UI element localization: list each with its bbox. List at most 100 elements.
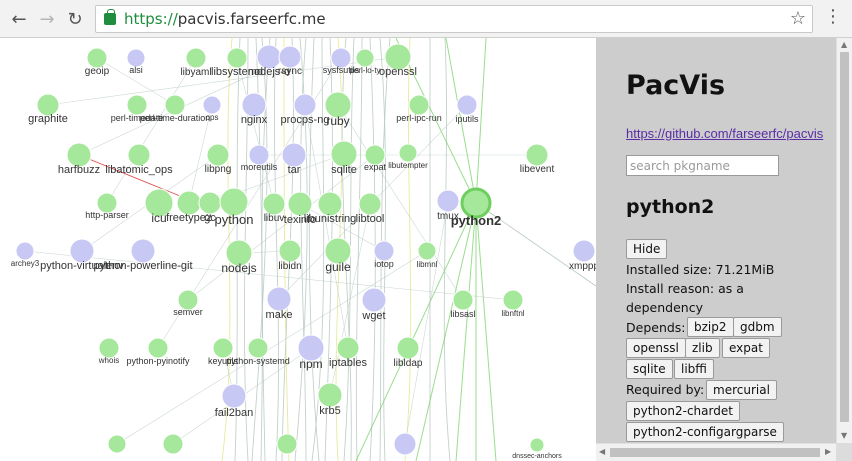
graph-node-circle[interactable]: [162, 433, 184, 455]
graph-node-circle[interactable]: [185, 47, 207, 69]
graph-node-circle[interactable]: [384, 43, 412, 71]
graph-node-circle[interactable]: [278, 45, 302, 69]
address-bar[interactable]: https://pacvis.farseerfc.me ☆: [95, 5, 813, 33]
graph-node-circle[interactable]: [177, 289, 199, 311]
graph-node-circle[interactable]: [225, 239, 253, 267]
graph-node-circle[interactable]: [393, 432, 417, 456]
graph-node[interactable]: icu: [144, 188, 174, 225]
graph-node-circle[interactable]: [126, 48, 146, 68]
graph-node[interactable]: python-systemd: [226, 337, 290, 366]
graph-node-circle[interactable]: [86, 47, 108, 69]
graph-node-circle[interactable]: [287, 191, 313, 217]
horizontal-scrollbar[interactable]: ◀ ▶: [596, 443, 836, 461]
scroll-down-icon[interactable]: ▼: [841, 431, 848, 440]
graph-node[interactable]: iputils: [455, 94, 479, 124]
graph-node[interactable]: python-virtualenv: [40, 238, 124, 272]
kebab-menu-icon[interactable]: ⋮: [824, 6, 842, 27]
vertical-scrollbar[interactable]: ▲ ▼: [836, 38, 852, 443]
graph-node[interactable]: libutempter: [388, 143, 428, 170]
graph-node[interactable]: fail2ban: [215, 383, 254, 419]
forward-button[interactable]: →: [34, 6, 60, 32]
graph-node-circle[interactable]: [144, 188, 174, 218]
graph-node[interactable]: python-powerline-git: [93, 238, 193, 272]
graph-node[interactable]: nodejs-d: [248, 44, 290, 78]
graph-node[interactable]: python-pyinotify: [126, 337, 190, 366]
graph-node-circle[interactable]: [202, 95, 222, 115]
graph-node[interactable]: iptables: [329, 336, 367, 369]
graph-node[interactable]: graphite: [28, 93, 68, 125]
graph-node[interactable]: libldap: [394, 336, 423, 369]
graph-node[interactable]: nodejs: [221, 239, 257, 275]
graph-node[interactable]: libsystemd: [211, 47, 263, 78]
depends-zlib-button[interactable]: zlib: [685, 338, 720, 358]
graph-node[interactable]: gc: [198, 191, 222, 224]
graph-node-circle[interactable]: [164, 94, 186, 116]
graph-node-circle[interactable]: [126, 94, 148, 116]
graph-node[interactable]: [107, 434, 127, 454]
graph-node-circle[interactable]: [317, 191, 343, 217]
graph-node-circle[interactable]: [525, 143, 549, 167]
graph-node-circle[interactable]: [330, 47, 352, 69]
bookmark-star-icon[interactable]: ☆: [789, 8, 806, 29]
dependency-graph[interactable]: geoip alsi libyaml libsystemd nodejs-d rsync s…: [0, 38, 596, 461]
graph-node[interactable]: python2: [451, 187, 502, 228]
required-by-python2-chardet-button[interactable]: python2-chardet: [626, 401, 740, 421]
graph-node[interactable]: [162, 433, 184, 455]
depends-expat-button[interactable]: expat: [722, 338, 770, 358]
graph-node-circle[interactable]: [330, 140, 358, 168]
graph-node[interactable]: wget: [361, 287, 387, 322]
graph-node[interactable]: libunistring: [304, 191, 357, 225]
graph-node[interactable]: dnssec-anchors: [512, 437, 562, 460]
scroll-up-icon[interactable]: ▲: [841, 40, 848, 49]
graph-node[interactable]: libatomic_ops: [105, 143, 173, 176]
graph-node[interactable]: perl-timedate: [111, 94, 164, 123]
graph-node[interactable]: ops: [202, 95, 222, 122]
graph-node-circle[interactable]: [456, 94, 478, 116]
graph-node-circle[interactable]: [297, 334, 325, 362]
graph-node[interactable]: libidn: [278, 239, 302, 272]
graph-node[interactable]: libuv: [262, 192, 286, 224]
scroll-right-icon[interactable]: ▶: [825, 447, 832, 456]
graph-node-circle[interactable]: [364, 144, 386, 166]
graph-node[interactable]: tar: [281, 142, 307, 176]
graph-node-circle[interactable]: [358, 192, 382, 216]
graph-node-circle[interactable]: [212, 337, 234, 359]
graph-node[interactable]: libpng: [205, 143, 232, 175]
hide-button[interactable]: Hide: [626, 239, 668, 259]
graph-node-circle[interactable]: [127, 143, 151, 167]
graph-node-circle[interactable]: [66, 142, 92, 168]
url-text[interactable]: https://pacvis.farseerfc.me: [124, 10, 326, 28]
graph-node-circle[interactable]: [278, 239, 302, 263]
graph-node[interactable]: perl-ipc-run: [396, 94, 442, 123]
reload-button[interactable]: ↻: [62, 6, 88, 32]
graph-node[interactable]: whois: [98, 337, 120, 365]
graph-node[interactable]: alsi: [126, 48, 146, 75]
graph-node-circle[interactable]: [396, 336, 420, 360]
graph-node-circle[interactable]: [324, 91, 352, 119]
graph-node-circle[interactable]: [502, 289, 524, 311]
graph-node[interactable]: libtool: [356, 192, 385, 225]
depends-gdbm-button[interactable]: gdbm: [733, 317, 782, 337]
graph-node-circle[interactable]: [98, 337, 120, 359]
graph-node-circle[interactable]: [324, 237, 352, 265]
graph-node[interactable]: texinfo: [284, 191, 316, 226]
graph-node-circle[interactable]: [96, 192, 118, 214]
graph-node[interactable]: krb5: [317, 382, 343, 417]
graph-node[interactable]: expat: [364, 144, 387, 172]
graph-node-circle[interactable]: [69, 238, 95, 264]
graph-node-circle[interactable]: [226, 47, 248, 69]
graph-node-circle[interactable]: [262, 192, 286, 216]
graph-node[interactable]: perl-lo-ty: [349, 48, 381, 75]
graph-node[interactable]: http-parser: [85, 192, 129, 220]
depends-bzip2-button[interactable]: bzip2: [687, 317, 734, 337]
graph-node[interactable]: [393, 432, 417, 456]
graph-node-circle[interactable]: [36, 93, 60, 117]
graph-node[interactable]: geoip: [85, 47, 110, 77]
graph-node[interactable]: libevent: [520, 143, 555, 175]
repo-link[interactable]: https://github.com/farseerfc/pacvis: [626, 126, 824, 141]
graph-node-circle[interactable]: [147, 337, 169, 359]
graph-node-circle[interactable]: [130, 238, 156, 264]
graph-node-circle[interactable]: [15, 241, 35, 261]
graph-node-circle[interactable]: [436, 189, 460, 213]
graph-node[interactable]: libmnl: [417, 241, 438, 269]
